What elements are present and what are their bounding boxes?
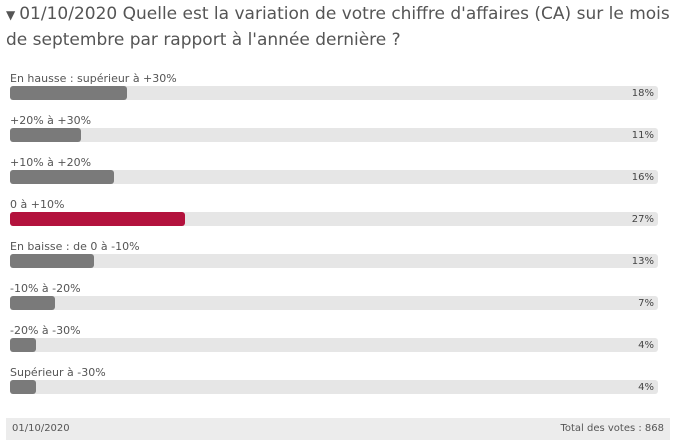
- bar-track: [10, 212, 658, 226]
- option-label: +20% à +30%: [10, 114, 92, 127]
- bar-track: [10, 254, 658, 268]
- result-bar: [10, 380, 36, 394]
- poll-option: -20% à -30% 4%: [10, 324, 658, 366]
- result-bar: [10, 338, 36, 352]
- result-bar: [10, 170, 114, 184]
- percent-label: 27%: [631, 214, 654, 225]
- option-label: -10% à -20%: [10, 282, 81, 295]
- poll-option: -10% à -20% 7%: [10, 282, 658, 324]
- percent-label: 7%: [638, 298, 654, 309]
- poll-option: +20% à +30% 11%: [10, 114, 658, 156]
- collapse-icon[interactable]: ▼: [6, 8, 16, 22]
- poll-footer: 01/10/2020 Total des votes : 868: [6, 418, 670, 440]
- poll-option: Supérieur à -30% 4%: [10, 366, 658, 408]
- result-bar: [10, 86, 127, 100]
- vote-total: Total des votes : 868: [560, 423, 664, 434]
- option-label: 0 à +10%: [10, 198, 65, 211]
- percent-label: 11%: [631, 130, 654, 141]
- result-bar: [10, 128, 82, 142]
- option-label: Supérieur à -30%: [10, 366, 106, 379]
- bar-track: [10, 338, 658, 352]
- poll-option: En hausse : supérieur à +30% 18%: [10, 72, 658, 114]
- option-label: -20% à -30%: [10, 324, 81, 337]
- percent-label: 4%: [638, 382, 654, 393]
- poll-question: Quelle est la variation de votre chiffre…: [6, 4, 670, 50]
- poll-option: +10% à +20% 16%: [10, 156, 658, 198]
- percent-label: 18%: [631, 88, 654, 99]
- result-bar: [10, 296, 56, 310]
- percent-label: 16%: [631, 172, 654, 183]
- option-label: En baisse : de 0 à -10%: [10, 240, 140, 253]
- bar-track: [10, 296, 658, 310]
- option-label: En hausse : supérieur à +30%: [10, 72, 177, 85]
- poll-option: 0 à +10% 27%: [10, 198, 658, 240]
- percent-label: 4%: [638, 340, 654, 351]
- poll-date: 01/10/2020: [19, 4, 118, 24]
- poll-title: ▼ 01/10/2020 Quelle est la variation de v…: [6, 2, 670, 53]
- percent-label: 13%: [631, 256, 654, 267]
- bar-track: [10, 380, 658, 394]
- bar-track: [10, 86, 658, 100]
- footer-date: 01/10/2020: [12, 423, 70, 434]
- bar-track: [10, 170, 658, 184]
- bar-track: [10, 128, 658, 142]
- poll-option: En baisse : de 0 à -10% 13%: [10, 240, 658, 282]
- result-bar: [10, 254, 95, 268]
- result-bar: [10, 212, 185, 226]
- option-label: +10% à +20%: [10, 156, 92, 169]
